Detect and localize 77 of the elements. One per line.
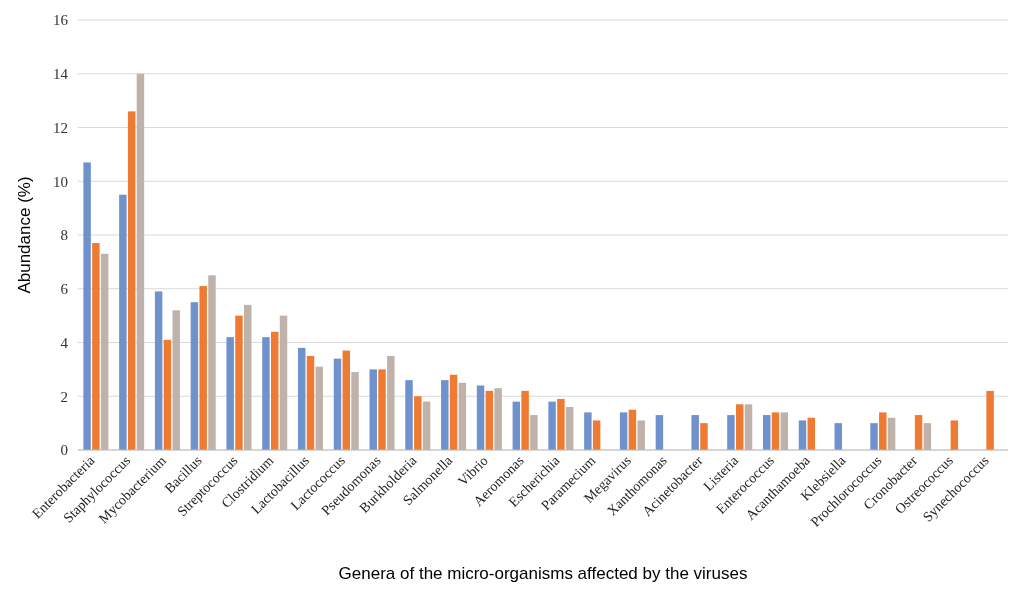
bar (83, 162, 91, 450)
bar (271, 331, 279, 450)
bar (950, 420, 959, 450)
bar (172, 310, 180, 450)
bar (378, 369, 386, 450)
bar (226, 337, 234, 450)
bar (565, 407, 574, 450)
bar (154, 291, 163, 450)
bar (584, 412, 592, 450)
bar (92, 243, 100, 450)
bar (744, 404, 753, 450)
bar (557, 398, 565, 450)
bar (494, 388, 502, 450)
y-tick-label: 0 (60, 442, 68, 459)
y-tick-label: 2 (60, 388, 68, 405)
y-axis-title: Abundance (%) (15, 176, 34, 294)
bar (342, 350, 350, 450)
bar (163, 339, 172, 450)
bar (619, 412, 628, 450)
y-tick-label: 16 (53, 12, 69, 29)
bar (592, 420, 601, 450)
bar (807, 417, 815, 450)
bar (887, 417, 896, 450)
bar (923, 423, 932, 450)
y-tick-label: 6 (60, 281, 69, 297)
bar (879, 412, 887, 450)
bar (458, 382, 467, 450)
bar (441, 380, 449, 450)
bar (244, 304, 252, 450)
bar (771, 412, 780, 450)
y-tick-label: 10 (53, 173, 68, 190)
bar (476, 385, 485, 450)
bar (762, 415, 771, 450)
bar (100, 253, 109, 450)
bar (798, 420, 807, 450)
bar (914, 415, 923, 450)
bar (414, 396, 422, 450)
bar (449, 374, 458, 450)
y-tick-label: 8 (60, 227, 68, 244)
bar (235, 315, 243, 450)
bar (199, 286, 207, 450)
bar (279, 315, 288, 450)
bar (530, 415, 538, 450)
bar (351, 372, 359, 450)
y-tick-label: 14 (53, 66, 69, 82)
bar (333, 358, 342, 450)
bar (485, 390, 494, 450)
bar (190, 302, 199, 450)
bar (780, 412, 789, 450)
bar (306, 355, 315, 450)
bar (655, 415, 664, 450)
bar (119, 194, 127, 450)
bar (834, 423, 842, 450)
bar (262, 337, 270, 450)
x-axis-title: Genera of the micro-organisms affected by the viruses (338, 564, 748, 583)
bar (136, 73, 145, 450)
bar (387, 355, 395, 450)
bar (208, 275, 216, 450)
bar (548, 401, 556, 450)
y-tick-label: 12 (53, 119, 68, 136)
bar (422, 401, 431, 450)
bar (691, 415, 699, 450)
bar (405, 380, 413, 450)
bar (736, 404, 744, 450)
bar (637, 420, 645, 450)
bar (700, 423, 708, 450)
y-tick-label: 4 (60, 334, 69, 351)
bar (521, 390, 529, 450)
bar (986, 390, 994, 450)
bar (315, 366, 324, 450)
bar (870, 423, 878, 450)
bar (628, 409, 637, 450)
bar (512, 401, 521, 450)
bar (369, 369, 377, 450)
bar (297, 347, 306, 450)
bar (127, 111, 136, 450)
bar (727, 415, 735, 450)
